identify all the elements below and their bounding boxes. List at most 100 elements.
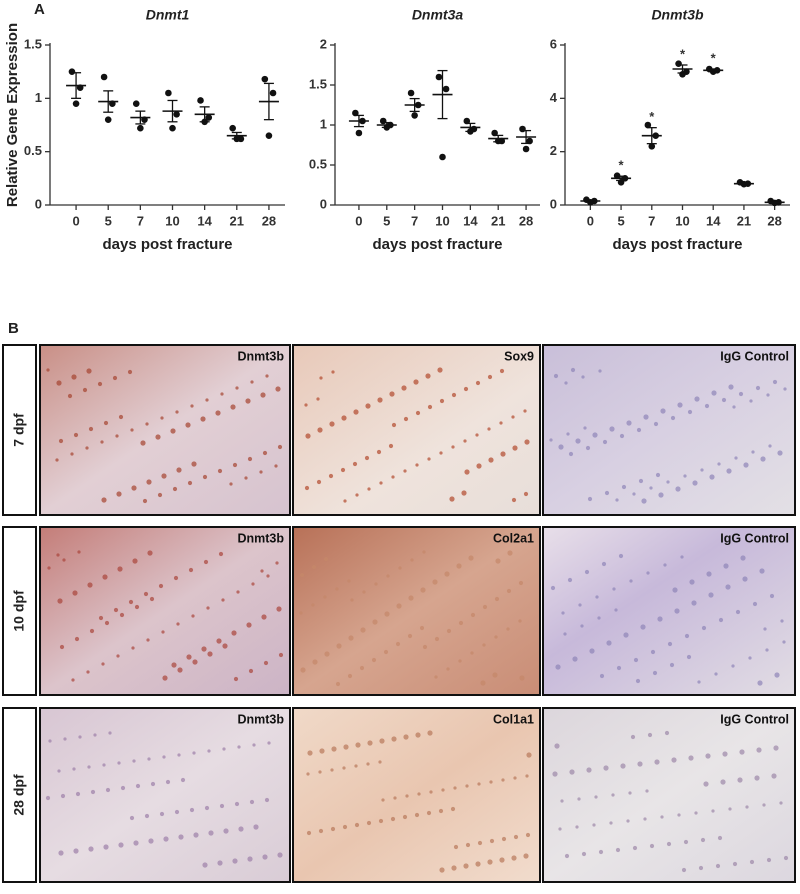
cell-nucleus — [585, 445, 591, 451]
histology-image — [39, 344, 291, 516]
x-tick-label: 0 — [72, 213, 79, 228]
cell-nucleus — [523, 491, 529, 497]
cell-nucleus — [253, 824, 259, 830]
cell-nucleus — [56, 553, 60, 557]
cell-nucleus — [403, 469, 407, 473]
replicate-point — [439, 153, 446, 161]
cell-nucleus — [335, 681, 341, 687]
cell-nucleus — [266, 574, 270, 578]
cell-nucleus — [276, 606, 282, 612]
cell-nucleus — [174, 809, 180, 815]
cell-nucleus — [249, 799, 255, 805]
cell-nucleus — [234, 801, 240, 807]
histology-image — [39, 707, 291, 883]
cell-nucleus — [777, 450, 783, 456]
cell-nucleus — [336, 643, 342, 649]
cell-nucleus — [566, 432, 570, 436]
cell-nucleus — [45, 795, 51, 801]
cell-nucleus — [684, 633, 690, 639]
cell-nucleus — [238, 826, 244, 832]
cell-nucleus — [754, 775, 760, 781]
cell-nucleus — [161, 473, 167, 479]
cell-nucleus — [324, 651, 330, 657]
cell-nucleus — [756, 747, 762, 753]
cell-nucleus — [704, 403, 710, 409]
cell-nucleus — [743, 462, 749, 468]
cell-nucleus — [672, 587, 678, 593]
cell-nucleus — [683, 839, 689, 845]
cell-nucleus — [643, 817, 647, 821]
cell-nucleus — [597, 616, 601, 620]
cell-nucleus — [581, 375, 585, 379]
x-tick-label: 21 — [737, 213, 751, 228]
cell-nucleus — [523, 853, 529, 859]
cell-nucleus — [650, 649, 656, 655]
cell-nucleus — [247, 856, 253, 862]
cell-nucleus — [470, 651, 474, 655]
cell-nucleus — [688, 755, 694, 761]
cell-nucleus — [180, 777, 186, 783]
cell-nucleus — [278, 652, 284, 658]
cell-nucleus — [413, 379, 419, 385]
cell-nucleus — [162, 675, 168, 681]
cell-nucleus — [492, 672, 498, 678]
cell-nucleus — [379, 481, 383, 485]
x-tick-label: 10 — [435, 213, 449, 228]
cell-nucleus — [660, 815, 664, 819]
cell-nucleus — [518, 619, 522, 623]
significance-mark: * — [711, 50, 717, 65]
cell-nucleus — [732, 861, 738, 867]
cell-nucleus — [674, 608, 680, 614]
row-label-box — [2, 526, 37, 696]
cell-nucleus — [429, 790, 433, 794]
cell-nucleus — [59, 644, 65, 650]
cell-nucleus — [564, 381, 568, 385]
cell-nucleus — [378, 818, 384, 824]
cell-nucleus — [67, 393, 73, 399]
cell-nucleus — [489, 838, 495, 844]
cell-nucleus — [216, 638, 222, 644]
cell-nucleus — [56, 380, 62, 386]
cell-nucleus — [93, 733, 97, 737]
cell-nucleus — [611, 793, 615, 797]
cell-nucleus — [248, 668, 254, 674]
cell-nucleus — [691, 600, 697, 606]
x-axis-label: days post fracture — [612, 236, 742, 253]
histology-image — [292, 526, 541, 696]
cell-nucleus — [475, 433, 479, 437]
replicate-point — [137, 124, 144, 132]
cell-nucleus — [779, 801, 783, 805]
cell-nucleus — [630, 734, 636, 740]
cell-nucleus — [638, 478, 644, 484]
cell-nucleus — [135, 783, 141, 789]
cell-nucleus — [526, 752, 532, 758]
replicate-point — [648, 143, 656, 150]
cell-nucleus — [584, 569, 590, 575]
replicate-point — [463, 117, 471, 125]
cell-nucleus — [395, 641, 401, 647]
cell-nucleus — [158, 583, 164, 589]
cell-nucleus — [580, 624, 584, 628]
cell-nucleus — [589, 648, 595, 654]
cell-nucleus — [246, 622, 252, 628]
x-tick-label: 0 — [587, 213, 594, 228]
cell-nucleus — [330, 826, 336, 832]
replicate-point — [442, 85, 450, 93]
replicate-point — [205, 114, 213, 121]
cell-nucleus — [323, 595, 327, 599]
cell-nucleus — [72, 590, 78, 596]
cell-nucleus — [186, 654, 192, 660]
cell-nucleus — [563, 632, 567, 636]
cell-nucleus — [629, 579, 633, 583]
cell-nucleus — [511, 855, 517, 861]
cell-nucleus — [475, 861, 481, 867]
cell-nucleus — [46, 368, 50, 372]
cell-nucleus — [592, 823, 596, 827]
cell-nucleus — [220, 392, 224, 396]
cell-nucleus — [319, 376, 323, 380]
cell-nucleus — [157, 492, 163, 498]
cell-nucleus — [222, 643, 228, 649]
cell-nucleus — [219, 803, 225, 809]
chart-title: Dnmt3b — [651, 7, 704, 23]
